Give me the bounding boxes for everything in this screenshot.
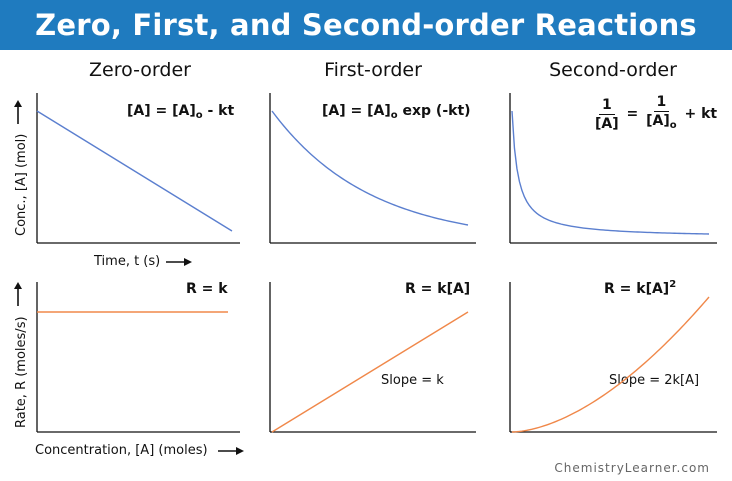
slope-label-second-order: Slope = 2k[A] xyxy=(609,373,700,388)
equation-zero-order-rate: R = k xyxy=(186,281,228,297)
plot-second-order-rate xyxy=(509,282,717,433)
source-watermark: ChemistryLearner.com xyxy=(554,461,710,475)
curve-first-order-rate xyxy=(271,311,469,433)
plot-zero-order-rate xyxy=(36,282,240,433)
y-axis-label-concentration: Conc., [A] (mol) xyxy=(14,133,29,236)
column-title-second: Second-order xyxy=(549,59,677,81)
y-axis-arrow-top xyxy=(14,100,22,124)
slope-label-first-order: Slope = k xyxy=(381,373,444,388)
x-axis-label-concentration: Concentration, [A] (moles) xyxy=(35,443,208,458)
equation-first-order-concentration: [A] = [A]o exp (-kt) xyxy=(322,103,471,121)
column-title-zero: Zero-order xyxy=(89,59,191,81)
plot-first-order-rate xyxy=(269,282,476,433)
plot-first-order-concentration xyxy=(269,93,476,244)
title-banner: Zero, First, and Second-order Reactions xyxy=(0,0,732,50)
equation-first-order-rate: R = k[A] xyxy=(405,281,471,297)
equation-second-order-rate: R = k[A]2 xyxy=(604,279,677,297)
curve-first-order-concentration xyxy=(271,110,469,226)
x-axis-label-time: Time, t (s) xyxy=(94,254,161,269)
plot-zero-order-concentration xyxy=(36,93,240,244)
y-axis-arrow-bottom xyxy=(14,282,22,306)
page-title: Zero, First, and Second-order Reactions xyxy=(35,8,697,42)
curve-second-order-rate xyxy=(511,296,710,433)
equation-second-order-concentration: 1 [A] = 1 [A]o + kt xyxy=(595,94,718,132)
curve-second-order-concentration xyxy=(511,110,710,235)
equation-zero-order-concentration: [A] = [A]o - kt xyxy=(127,103,235,121)
x-axis-arrow-top xyxy=(166,258,192,266)
plot-second-order-concentration xyxy=(509,93,717,244)
curve-zero-order-concentration xyxy=(36,110,233,232)
column-title-first: First-order xyxy=(324,59,422,81)
y-axis-label-rate: Rate, R (moles/s) xyxy=(14,316,29,428)
x-axis-arrow-bottom xyxy=(218,447,244,455)
